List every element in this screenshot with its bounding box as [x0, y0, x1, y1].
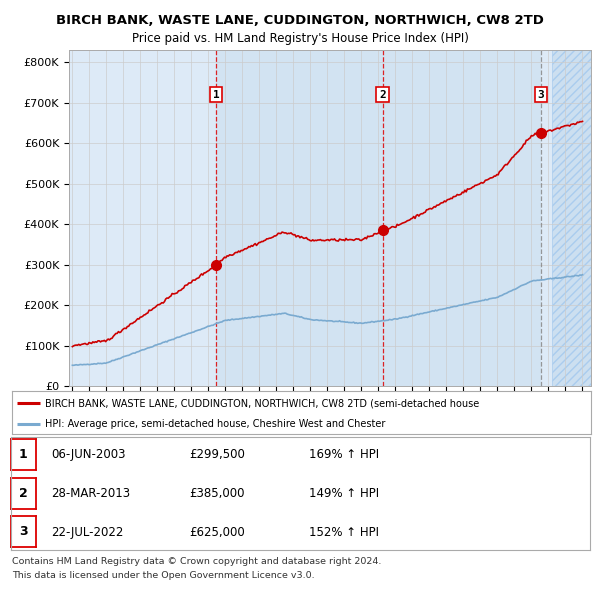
- Text: This data is licensed under the Open Government Licence v3.0.: This data is licensed under the Open Gov…: [12, 571, 314, 580]
- Text: 28-MAR-2013: 28-MAR-2013: [51, 487, 130, 500]
- Text: 1: 1: [19, 448, 28, 461]
- Text: 169% ↑ HPI: 169% ↑ HPI: [309, 448, 379, 461]
- Text: 06-JUN-2003: 06-JUN-2003: [51, 448, 125, 461]
- Text: £385,000: £385,000: [189, 487, 245, 500]
- Text: 149% ↑ HPI: 149% ↑ HPI: [309, 487, 379, 500]
- Text: Contains HM Land Registry data © Crown copyright and database right 2024.: Contains HM Land Registry data © Crown c…: [12, 557, 382, 566]
- Text: £299,500: £299,500: [189, 448, 245, 461]
- Text: 3: 3: [538, 90, 544, 100]
- Text: Price paid vs. HM Land Registry's House Price Index (HPI): Price paid vs. HM Land Registry's House …: [131, 32, 469, 45]
- Text: BIRCH BANK, WASTE LANE, CUDDINGTON, NORTHWICH, CW8 2TD: BIRCH BANK, WASTE LANE, CUDDINGTON, NORT…: [56, 14, 544, 27]
- Text: 3: 3: [19, 525, 28, 538]
- Text: 2: 2: [19, 487, 28, 500]
- Text: 2: 2: [379, 90, 386, 100]
- Text: BIRCH BANK, WASTE LANE, CUDDINGTON, NORTHWICH, CW8 2TD (semi-detached house: BIRCH BANK, WASTE LANE, CUDDINGTON, NORT…: [45, 398, 479, 408]
- Text: 1: 1: [212, 90, 219, 100]
- Bar: [552, 50, 591, 386]
- Text: 22-JUL-2022: 22-JUL-2022: [51, 526, 124, 539]
- Text: £625,000: £625,000: [189, 526, 245, 539]
- Bar: [216, 50, 541, 386]
- Text: HPI: Average price, semi-detached house, Cheshire West and Chester: HPI: Average price, semi-detached house,…: [45, 419, 385, 430]
- Text: 152% ↑ HPI: 152% ↑ HPI: [309, 526, 379, 539]
